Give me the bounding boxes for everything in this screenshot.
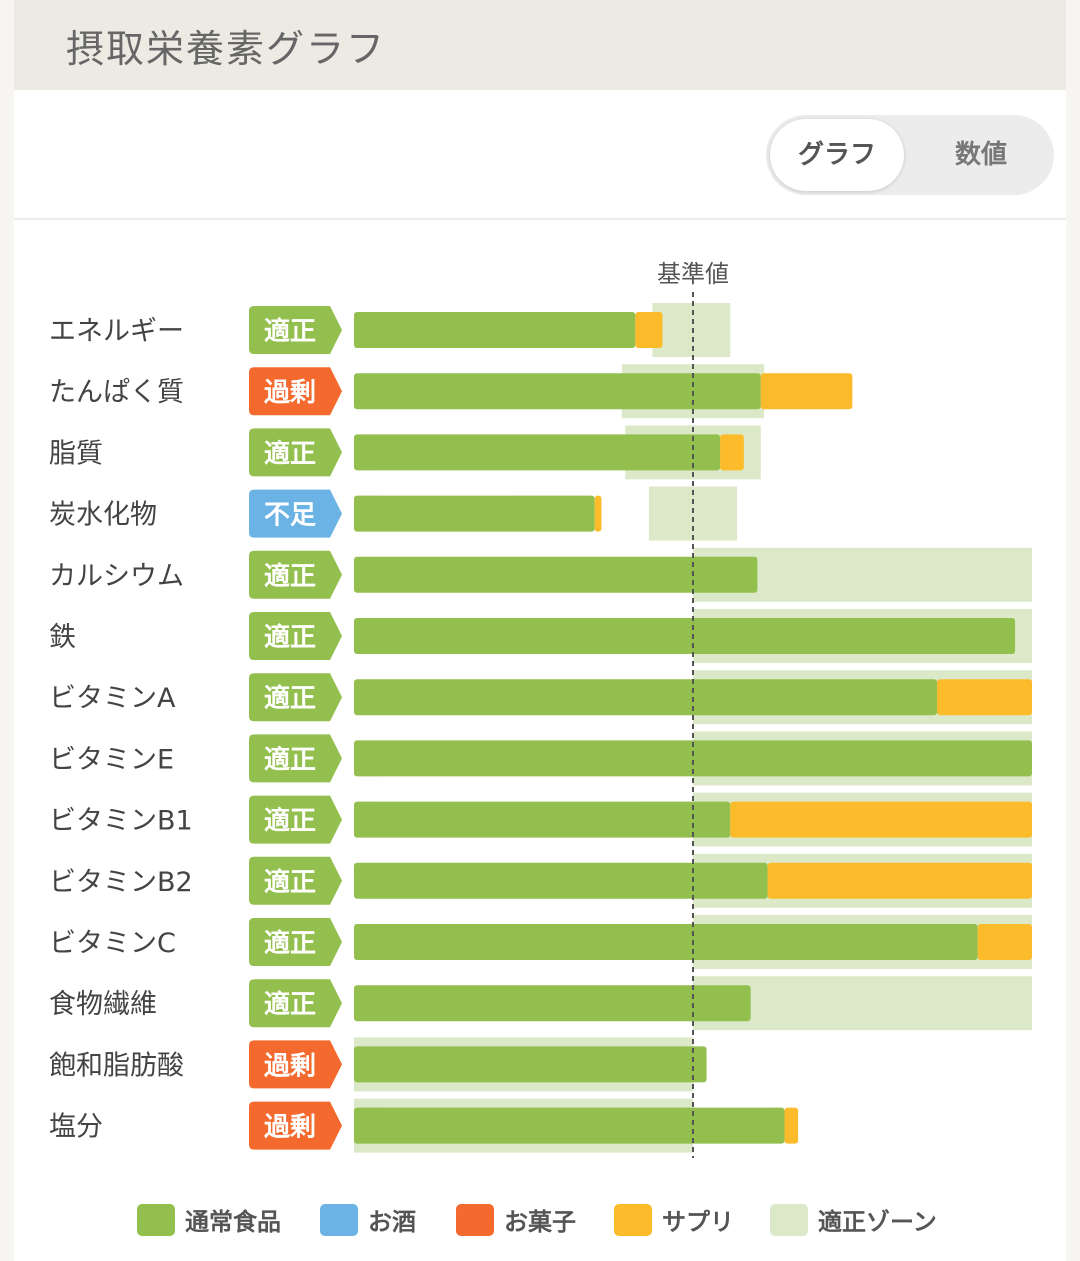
- legend-swatch-snack: [456, 1204, 494, 1236]
- bar-food-10: [354, 924, 978, 960]
- bar-food-0: [354, 312, 636, 348]
- status-badge-label-11: 適正: [264, 989, 316, 1020]
- category-label-13: 塩分: [49, 1112, 103, 1143]
- status-badge-label-6: 適正: [264, 683, 316, 714]
- reference-label: 基準値: [657, 260, 729, 288]
- bar-supplement-6: [937, 679, 1032, 716]
- bar-food-5: [354, 618, 1016, 654]
- status-badge-12: [249, 1040, 342, 1089]
- bar-supplement-10: [977, 924, 1032, 960]
- bar-supplement-13: [784, 1107, 799, 1144]
- category-label-2: 脂質: [49, 438, 103, 469]
- toggle-value-button[interactable]: 数値: [954, 140, 1007, 170]
- legend-swatch-zone: [770, 1204, 808, 1236]
- status-badge-label-9: 適正: [264, 867, 316, 898]
- legend-label-alcohol: お酒: [368, 1208, 416, 1236]
- status-badge-label-7: 適正: [264, 744, 316, 775]
- status-badge-label-3: 不足: [264, 501, 316, 531]
- category-label-11: 食物繊維: [49, 989, 157, 1020]
- page-title: 摂取栄養素グラフ: [66, 27, 387, 71]
- status-badge-6: [249, 673, 342, 722]
- status-badge-9: [249, 856, 342, 905]
- bar-food-4: [354, 556, 758, 593]
- legend-swatch-food: [137, 1204, 175, 1236]
- legend-label-zone: 適正ゾーン: [818, 1208, 937, 1236]
- status-badge-label-10: 適正: [264, 928, 316, 959]
- status-badge-4: [249, 550, 342, 599]
- bar-food-8: [354, 801, 731, 838]
- category-label-4: カルシウム: [49, 561, 184, 592]
- status-badge-0: [249, 306, 342, 354]
- bar-food-7: [354, 740, 1032, 777]
- bar-supplement-2: [720, 434, 744, 471]
- status-badge-8: [249, 795, 342, 844]
- status-badge-3: [249, 489, 342, 538]
- category-label-12: 飽和脂肪酸: [49, 1050, 184, 1081]
- status-badge-13: [249, 1101, 342, 1150]
- status-badge-label-5: 適正: [264, 622, 316, 653]
- status-badge-2: [249, 428, 342, 477]
- bar-supplement-9: [767, 862, 1032, 899]
- category-label-7: ビタミンE: [49, 744, 174, 775]
- bar-supplement-1: [760, 373, 853, 410]
- bar-food-1: [354, 373, 761, 410]
- bar-food-11: [354, 985, 751, 1022]
- divider: [14, 218, 1066, 220]
- legend-swatch-supplement: [614, 1204, 652, 1236]
- category-label-3: 炭水化物: [49, 500, 157, 531]
- bar-food-2: [354, 434, 721, 471]
- status-badge-1: [249, 367, 342, 416]
- category-label-9: ビタミンB2: [49, 867, 193, 898]
- category-label-1: たんぱく質: [49, 377, 184, 408]
- bar-food-12: [354, 1046, 707, 1083]
- legend-label-food: 通常食品: [185, 1208, 281, 1236]
- status-badge-label-12: 過剰: [264, 1051, 316, 1081]
- category-label-6: ビタミンA: [49, 683, 176, 714]
- chart-legend: 通常食品 お酒 お菓子 サプリ 適正ゾーン: [0, 1198, 1080, 1242]
- bar-food-3: [354, 495, 595, 532]
- zone-band-3: [648, 486, 738, 541]
- category-label-0: エネルギー: [49, 316, 184, 347]
- view-toggle[interactable]: グラフ 数値: [766, 115, 1054, 195]
- status-badge-11: [249, 979, 342, 1028]
- bar-food-6: [354, 679, 938, 716]
- status-badge-label-0: 適正: [264, 316, 316, 347]
- toggle-graph-button[interactable]: グラフ: [770, 119, 904, 191]
- bar-supplement-3: [594, 495, 602, 532]
- bar-supplement-8: [730, 801, 1032, 838]
- bar-food-9: [354, 862, 768, 899]
- status-badge-7: [249, 734, 342, 783]
- legend-label-supplement: サプリ: [662, 1208, 734, 1236]
- legend-swatch-alcohol: [320, 1204, 358, 1236]
- category-label-8: ビタミンB1: [49, 806, 193, 837]
- zone-band-0: [652, 303, 731, 357]
- bar-food-13: [354, 1107, 785, 1144]
- legend-label-snack: お菓子: [504, 1208, 576, 1236]
- card-header: 摂取栄養素グラフ: [14, 0, 1066, 90]
- status-badge-label-2: 適正: [264, 438, 316, 469]
- category-label-10: ビタミンC: [49, 928, 176, 959]
- status-badge-10: [249, 918, 342, 966]
- status-badge-label-1: 過剰: [264, 378, 316, 408]
- category-label-5: 鉄: [49, 622, 76, 653]
- status-badge-5: [249, 612, 342, 660]
- status-badge-label-4: 適正: [264, 561, 316, 592]
- status-badge-label-13: 過剰: [264, 1113, 316, 1143]
- bar-supplement-0: [635, 312, 663, 348]
- status-badge-label-8: 適正: [264, 806, 316, 837]
